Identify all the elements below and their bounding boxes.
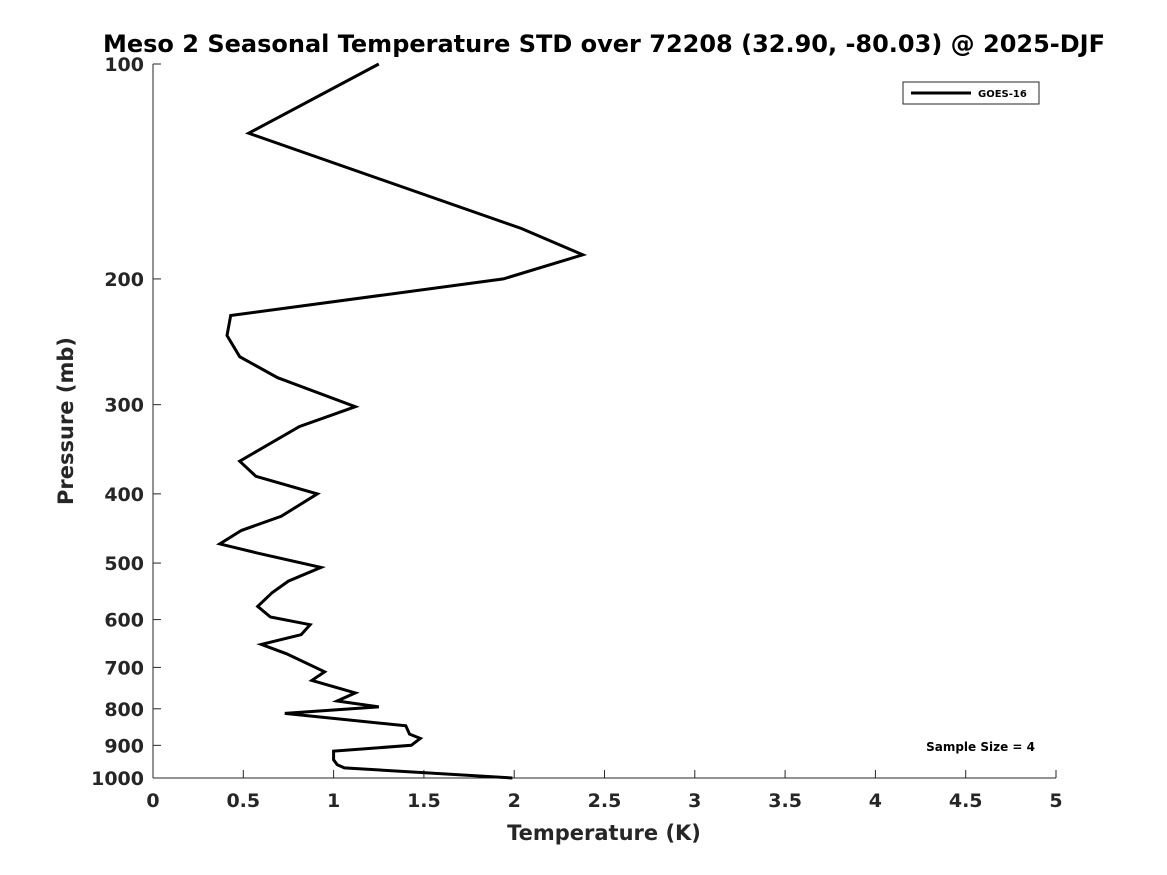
y-tick-label: 300 xyxy=(104,395,144,417)
y-axis-label: Pressure (mb) xyxy=(54,337,78,505)
x-tick-label: 0 xyxy=(146,790,159,812)
y-tick-label: 700 xyxy=(104,657,144,679)
x-tick-label: 2 xyxy=(508,790,521,812)
y-tick-label: 900 xyxy=(104,735,144,757)
x-tick-label: 2.5 xyxy=(588,790,622,812)
x-tick-label: 0.5 xyxy=(226,790,260,812)
x-axis-label: Temperature (K) xyxy=(507,821,701,845)
x-tick-label: 1.5 xyxy=(407,790,441,812)
y-tick-label: 1000 xyxy=(91,768,144,790)
y-tick-label: 500 xyxy=(104,553,144,575)
series-group xyxy=(215,62,588,780)
y-tick-label: 600 xyxy=(104,610,144,632)
x-tick-label: 3 xyxy=(688,790,701,812)
y-tick-label: 400 xyxy=(104,484,144,506)
y-tick-label: 800 xyxy=(104,699,144,721)
x-tick-label: 4 xyxy=(869,790,882,812)
axes xyxy=(152,64,1056,779)
y-ticks: 100 200 300 400 500 600 700 800 900 1000 xyxy=(91,54,161,790)
x-tick-label: 1 xyxy=(327,790,340,812)
x-tick-label: 4.5 xyxy=(949,790,983,812)
legend-label-goes-16: GOES-16 xyxy=(978,89,1027,100)
series-line-goes-16 xyxy=(215,62,588,780)
legend: GOES-16 xyxy=(902,81,1040,105)
chart-title: Meso 2 Seasonal Temperature STD over 722… xyxy=(103,30,1105,58)
y-tick-label: 100 xyxy=(104,54,144,76)
x-tick-label: 5 xyxy=(1049,790,1062,812)
sample-size-annotation: Sample Size = 4 xyxy=(926,740,1035,754)
y-tick-label: 200 xyxy=(104,269,144,291)
x-ticks: 0 0.5 1 1.5 2 2.5 3 3.5 4 4.5 5 xyxy=(146,770,1063,812)
x-tick-label: 3.5 xyxy=(768,790,802,812)
